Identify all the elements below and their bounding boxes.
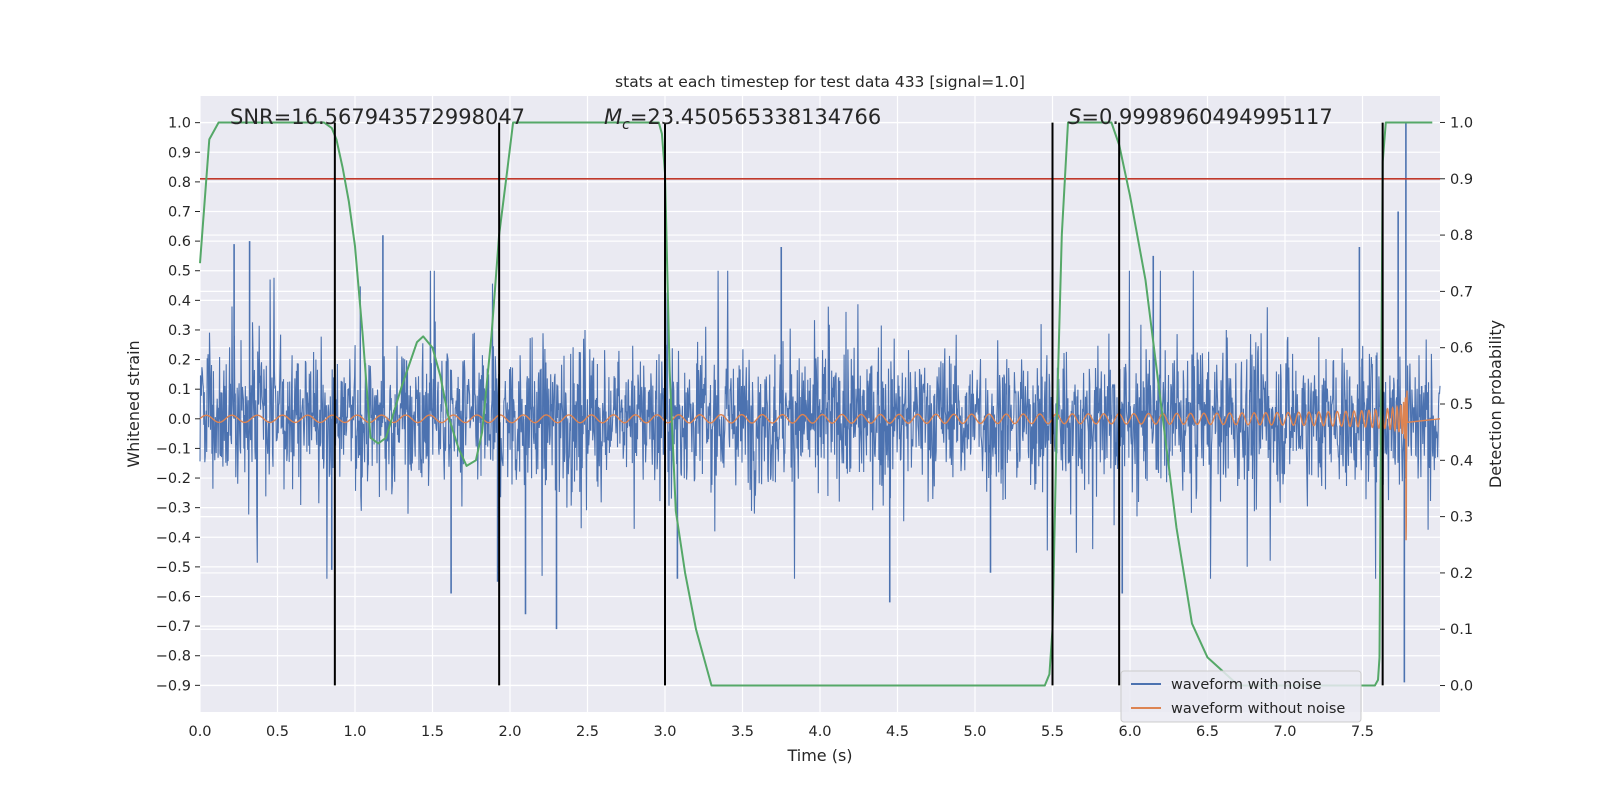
y2-tick-label: 0.4 — [1450, 453, 1473, 469]
x-tick-label: 0.5 — [266, 724, 289, 740]
y-tick-label: 0.9 — [168, 145, 191, 161]
chirp-trace — [199, 390, 1441, 541]
x-tick-label: 3.0 — [653, 724, 676, 740]
x-tick-label: 0.0 — [188, 724, 211, 740]
y-tick-label: −0.6 — [156, 590, 191, 606]
legend-label-clean: waveform without noise — [1171, 701, 1345, 717]
s-annotation: S=0.9998960494995117 — [1068, 105, 1333, 129]
x-tick-label: 2.0 — [498, 724, 521, 740]
y2-tick-label: 0.3 — [1450, 510, 1473, 526]
y-tick-label: −0.3 — [156, 501, 191, 517]
chirp-mass-value: =23.450565338134766 — [630, 105, 881, 129]
y-tick-label: 0.1 — [168, 382, 191, 398]
y2-tick-label: 0.5 — [1450, 397, 1473, 413]
y-axis-label: Whitened strain — [124, 340, 143, 467]
y-tick-label: −0.4 — [156, 530, 191, 546]
y-tick-label: 0.7 — [168, 205, 191, 221]
chirp-mass-symbol: M — [604, 105, 622, 129]
y-tick-label: 0.3 — [168, 323, 191, 339]
y2-axis-label: Detection probability — [1486, 320, 1505, 488]
legend: waveform with noise waveform without noi… — [1120, 670, 1362, 723]
segment-markers — [333, 122, 1384, 686]
y-tick-label: −0.9 — [156, 678, 191, 694]
y-tick-label: 1.0 — [168, 116, 191, 132]
y-tick-label: 0.8 — [168, 175, 191, 191]
x-tick-label: 6.0 — [1118, 724, 1141, 740]
x-tick-labels: 0.0 0.5 1.0 1.5 2.0 2.5 3.0 3.5 4.0 4.5 5.0 5.5 6.0 6… — [188, 724, 1374, 740]
y-tick-label: −0.7 — [156, 619, 191, 635]
x-tick-label: 4.0 — [808, 724, 831, 740]
y-tick-label: −0.5 — [156, 560, 191, 576]
x-tick-label: 7.0 — [1273, 724, 1296, 740]
y-tick-label: 0.2 — [168, 353, 191, 369]
x-tick-label: 4.5 — [886, 724, 909, 740]
waveform-with-noise-series — [199, 122, 1441, 683]
y2-tick-label: 0.8 — [1450, 228, 1473, 244]
x-tick-label: 6.5 — [1196, 724, 1219, 740]
chirp-mass-subscript: c — [622, 117, 630, 133]
x-tick-label: 2.5 — [576, 724, 599, 740]
x-tick-label: 1.0 — [343, 724, 366, 740]
y2-tick-labels: 1.0 0.9 0.8 0.7 0.6 0.5 0.4 0.3 0.2 0.1 0.0 — [1440, 115, 1473, 695]
y2-tick-label: 0.9 — [1450, 172, 1473, 188]
waveform-without-noise-series — [199, 390, 1441, 541]
x-tick-label: 5.5 — [1041, 724, 1064, 740]
y2-tick-label: 0.0 — [1450, 679, 1473, 695]
chart-title: stats at each timestep for test data 433… — [615, 73, 1025, 91]
x-tick-label: 7.5 — [1351, 724, 1374, 740]
y2-tick-label: 0.1 — [1450, 622, 1473, 638]
y-tick-label: −0.8 — [156, 649, 191, 665]
x-tick-label: 3.5 — [731, 724, 754, 740]
y-tick-label: 0.0 — [168, 412, 191, 428]
x-axis-label: Time (s) — [786, 746, 852, 765]
legend-box — [1120, 670, 1362, 723]
s-value: =0.9998960494995117 — [1081, 105, 1332, 129]
snr-annotation: SNR=16.567943572998047 — [230, 105, 525, 129]
y2-tick-label: 0.6 — [1450, 341, 1473, 357]
y2-tick-label: 1.0 — [1450, 115, 1473, 131]
y-tick-label: −0.1 — [156, 441, 191, 457]
y-tick-label: 0.5 — [168, 264, 191, 280]
chirp-mass-annotation: Mc=23.450565338134766 — [604, 105, 881, 133]
y-tick-label: 0.4 — [168, 293, 191, 309]
y2-tick-label: 0.7 — [1450, 284, 1473, 300]
y-tick-labels: 1.0 0.9 0.8 0.7 0.6 0.5 0.4 0.3 0.2 0.1 0.0 −0.1 −0.… — [156, 116, 200, 694]
y2-tick-label: 0.2 — [1450, 566, 1473, 582]
x-tick-label: 1.5 — [421, 724, 444, 740]
x-tick-label: 5.0 — [963, 724, 986, 740]
y-tick-label: −0.2 — [156, 471, 191, 487]
legend-label-noise: waveform with noise — [1171, 677, 1322, 693]
y-tick-label: 0.6 — [168, 234, 191, 250]
s-symbol: S — [1068, 105, 1081, 129]
